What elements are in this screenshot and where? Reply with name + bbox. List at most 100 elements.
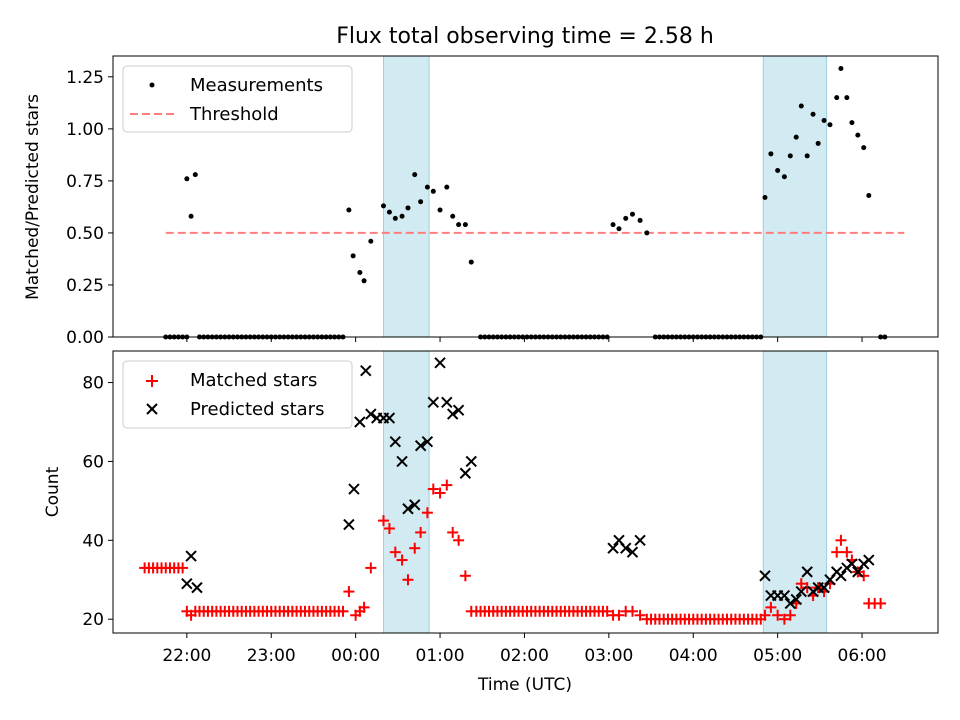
bottom-y-axis-label: Count: [43, 466, 63, 517]
matched-star-point: [389, 546, 401, 558]
measurement-point: [184, 176, 190, 182]
measurement-point: [810, 111, 816, 117]
predicted-star-point: [360, 365, 372, 377]
measurement-point: [775, 167, 781, 173]
matched-star-point: [778, 613, 790, 625]
measurement-point: [437, 207, 443, 213]
predicted-star-point: [759, 570, 771, 582]
bottom-plot-frame: [112, 350, 939, 634]
predicted-star-point: [396, 455, 408, 468]
chart-title: Flux total observing time = 2.58 h: [336, 24, 714, 49]
x-tick-label: 04:00: [669, 646, 718, 666]
predicted-star-point: [634, 534, 646, 547]
legend-predicted-marker: [146, 403, 158, 415]
y-tick-label: 0.25: [66, 276, 104, 296]
predicted-star-point: [801, 566, 813, 578]
matched-star-point: [801, 582, 813, 594]
top-legend-box: [122, 65, 353, 133]
measurement-point: [456, 222, 462, 228]
predicted-star-point: [620, 542, 632, 554]
predicted-star-point: [818, 581, 830, 594]
matched-star-point: [772, 609, 784, 621]
measurement-point: [644, 230, 650, 236]
predicted-star-point: [365, 408, 377, 420]
predicted-star-point: [191, 581, 203, 594]
legend-measurements-marker: [149, 82, 155, 88]
measurement-point: [798, 103, 804, 109]
measurement-point: [762, 195, 768, 201]
measurement-point: [787, 153, 793, 159]
matched-star-point: [365, 562, 377, 574]
predicted-star-point: [626, 546, 639, 558]
bottom-legend: Matched stars Predicted stars: [122, 360, 353, 429]
measurement-point: [781, 174, 787, 180]
predicted-star-point: [784, 597, 797, 610]
matched-star-point: [459, 570, 471, 582]
y-tick-label: 0.00: [66, 328, 104, 348]
predicted-star-point: [790, 593, 802, 606]
predicted-star-point: [846, 558, 858, 570]
measurement-point: [834, 95, 840, 101]
shaded-interval-1: [382, 55, 430, 338]
predicted-star-point: [409, 499, 421, 511]
bottom-x-axis: 22:00 23:00 00:00 01:00 02:00 03:00 04:00 05:00…: [162, 633, 887, 666]
measurement-point: [637, 217, 643, 223]
matched-star-point: [841, 546, 853, 558]
matched-star-point: [377, 515, 389, 527]
measurement-point: [815, 140, 821, 146]
top-x-axis: [186, 337, 863, 342]
x-tick-label: 02:00: [500, 646, 549, 666]
measurement-point: [424, 184, 430, 190]
predicted-star-point: [389, 436, 402, 448]
matched-star-point: [358, 601, 370, 613]
bottom-shaded-intervals: [382, 350, 828, 634]
measurement-point: [405, 205, 411, 211]
predicted-star-point: [383, 412, 396, 424]
top-legend: Measurements Threshold: [122, 65, 353, 133]
matched-star-point: [626, 605, 638, 617]
y-tick-label: 40: [82, 531, 104, 551]
measurement-point: [629, 211, 635, 217]
measurement-point: [368, 238, 374, 244]
legend-measurements-label: Measurements: [190, 75, 323, 96]
matched-star-point: [415, 526, 427, 538]
measurement-point: [412, 172, 418, 178]
measurement-point: [386, 209, 392, 215]
top-panel: 0.00 0.25 0.50 0.75 1.00 1.25 Matched/Predict…: [23, 55, 939, 348]
x-tick-label: 06:00: [838, 646, 887, 666]
measurement-point: [616, 226, 622, 232]
matched-star-point: [177, 562, 189, 574]
measurement-point: [610, 222, 616, 228]
matched-star-point: [858, 570, 870, 582]
measurement-point: [866, 192, 872, 198]
matched-star-point: [613, 609, 625, 621]
matched-star-point: [383, 522, 395, 534]
x-axis-label: Time (UTC): [477, 675, 572, 695]
matched-star-point: [453, 534, 465, 546]
measurement-point: [827, 122, 833, 128]
measurement-point: [768, 151, 774, 157]
measurement-point: [450, 213, 456, 219]
y-tick-label: 0.50: [66, 224, 104, 244]
matched-star-point: [343, 586, 355, 598]
x-tick-label: 22:00: [162, 646, 211, 666]
matched-star-point: [402, 574, 414, 586]
bottom-y-axis: 20 40 60 80: [82, 374, 113, 630]
y-tick-label: 1.25: [66, 68, 104, 88]
matched-star-point: [875, 597, 887, 609]
y-tick-label: 1.00: [66, 120, 104, 140]
legend-predicted-label: Predicted stars: [190, 399, 324, 420]
matched-star-point: [427, 483, 439, 495]
matched-star-point: [765, 601, 777, 613]
shaded-interval-1: [382, 350, 430, 634]
measurement-point: [380, 203, 386, 209]
predicted-star-point: [402, 503, 414, 515]
predicted-star-point: [441, 396, 453, 408]
x-tick-label: 00:00: [331, 646, 380, 666]
predicted-star-point: [427, 396, 440, 408]
bottom-legend-box: [122, 360, 353, 429]
matched-star-point: [759, 609, 771, 621]
matched-star-point: [634, 609, 646, 621]
legend-threshold-label: Threshold: [189, 104, 279, 125]
matched-star-point: [409, 542, 421, 554]
